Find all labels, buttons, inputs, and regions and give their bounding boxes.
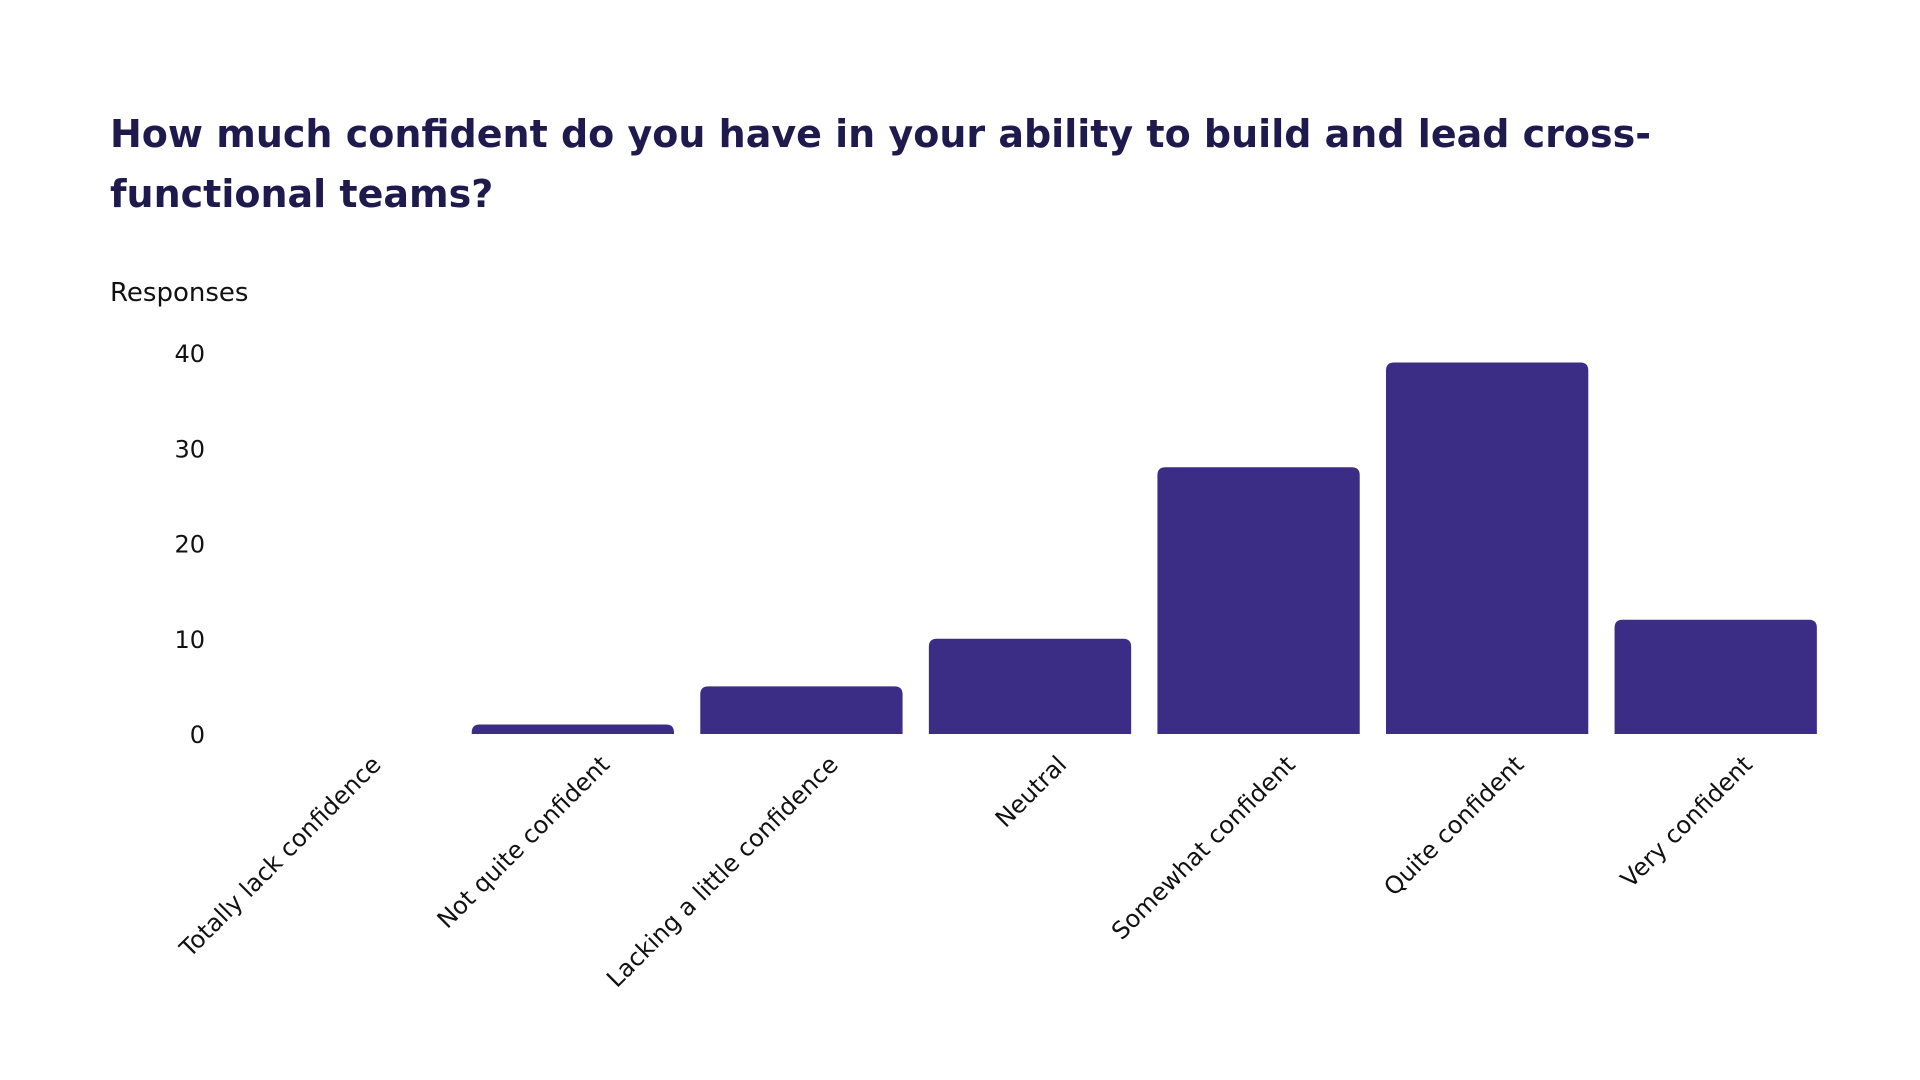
y-axis-label: Responses <box>110 278 249 308</box>
bar <box>700 686 903 734</box>
x-tick-label: Not quite confident <box>432 750 615 933</box>
x-tick-label: Very confident <box>1615 750 1758 893</box>
x-tick-label: Quite confident <box>1378 750 1529 901</box>
bars <box>471 362 1817 734</box>
y-tick-label: 30 <box>174 435 205 463</box>
bar <box>928 638 1132 734</box>
bar <box>1614 619 1817 734</box>
bar <box>1386 362 1589 734</box>
y-axis-ticks: 0 10 20 30 40 <box>174 340 205 749</box>
bar <box>471 724 674 734</box>
x-tick-label: Neutral <box>990 750 1072 832</box>
x-axis-labels: Totally lack confidence Not quite confide… <box>174 750 1758 992</box>
x-tick-label: Totally lack confidence <box>174 750 387 963</box>
y-tick-label: 0 <box>190 721 205 749</box>
y-tick-label: 40 <box>174 340 205 368</box>
x-tick-label: Somewhat confident <box>1106 750 1301 945</box>
bar <box>1157 467 1360 734</box>
y-tick-label: 20 <box>174 531 205 559</box>
x-tick-label: Lacking a little confidence <box>601 750 843 992</box>
y-tick-label: 10 <box>174 626 205 654</box>
chart-title: How much confident do you have in your a… <box>110 112 1652 216</box>
